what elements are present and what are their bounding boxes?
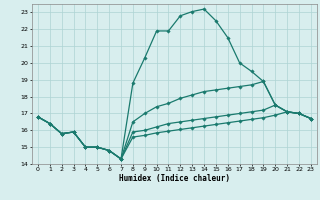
X-axis label: Humidex (Indice chaleur): Humidex (Indice chaleur): [119, 174, 230, 183]
